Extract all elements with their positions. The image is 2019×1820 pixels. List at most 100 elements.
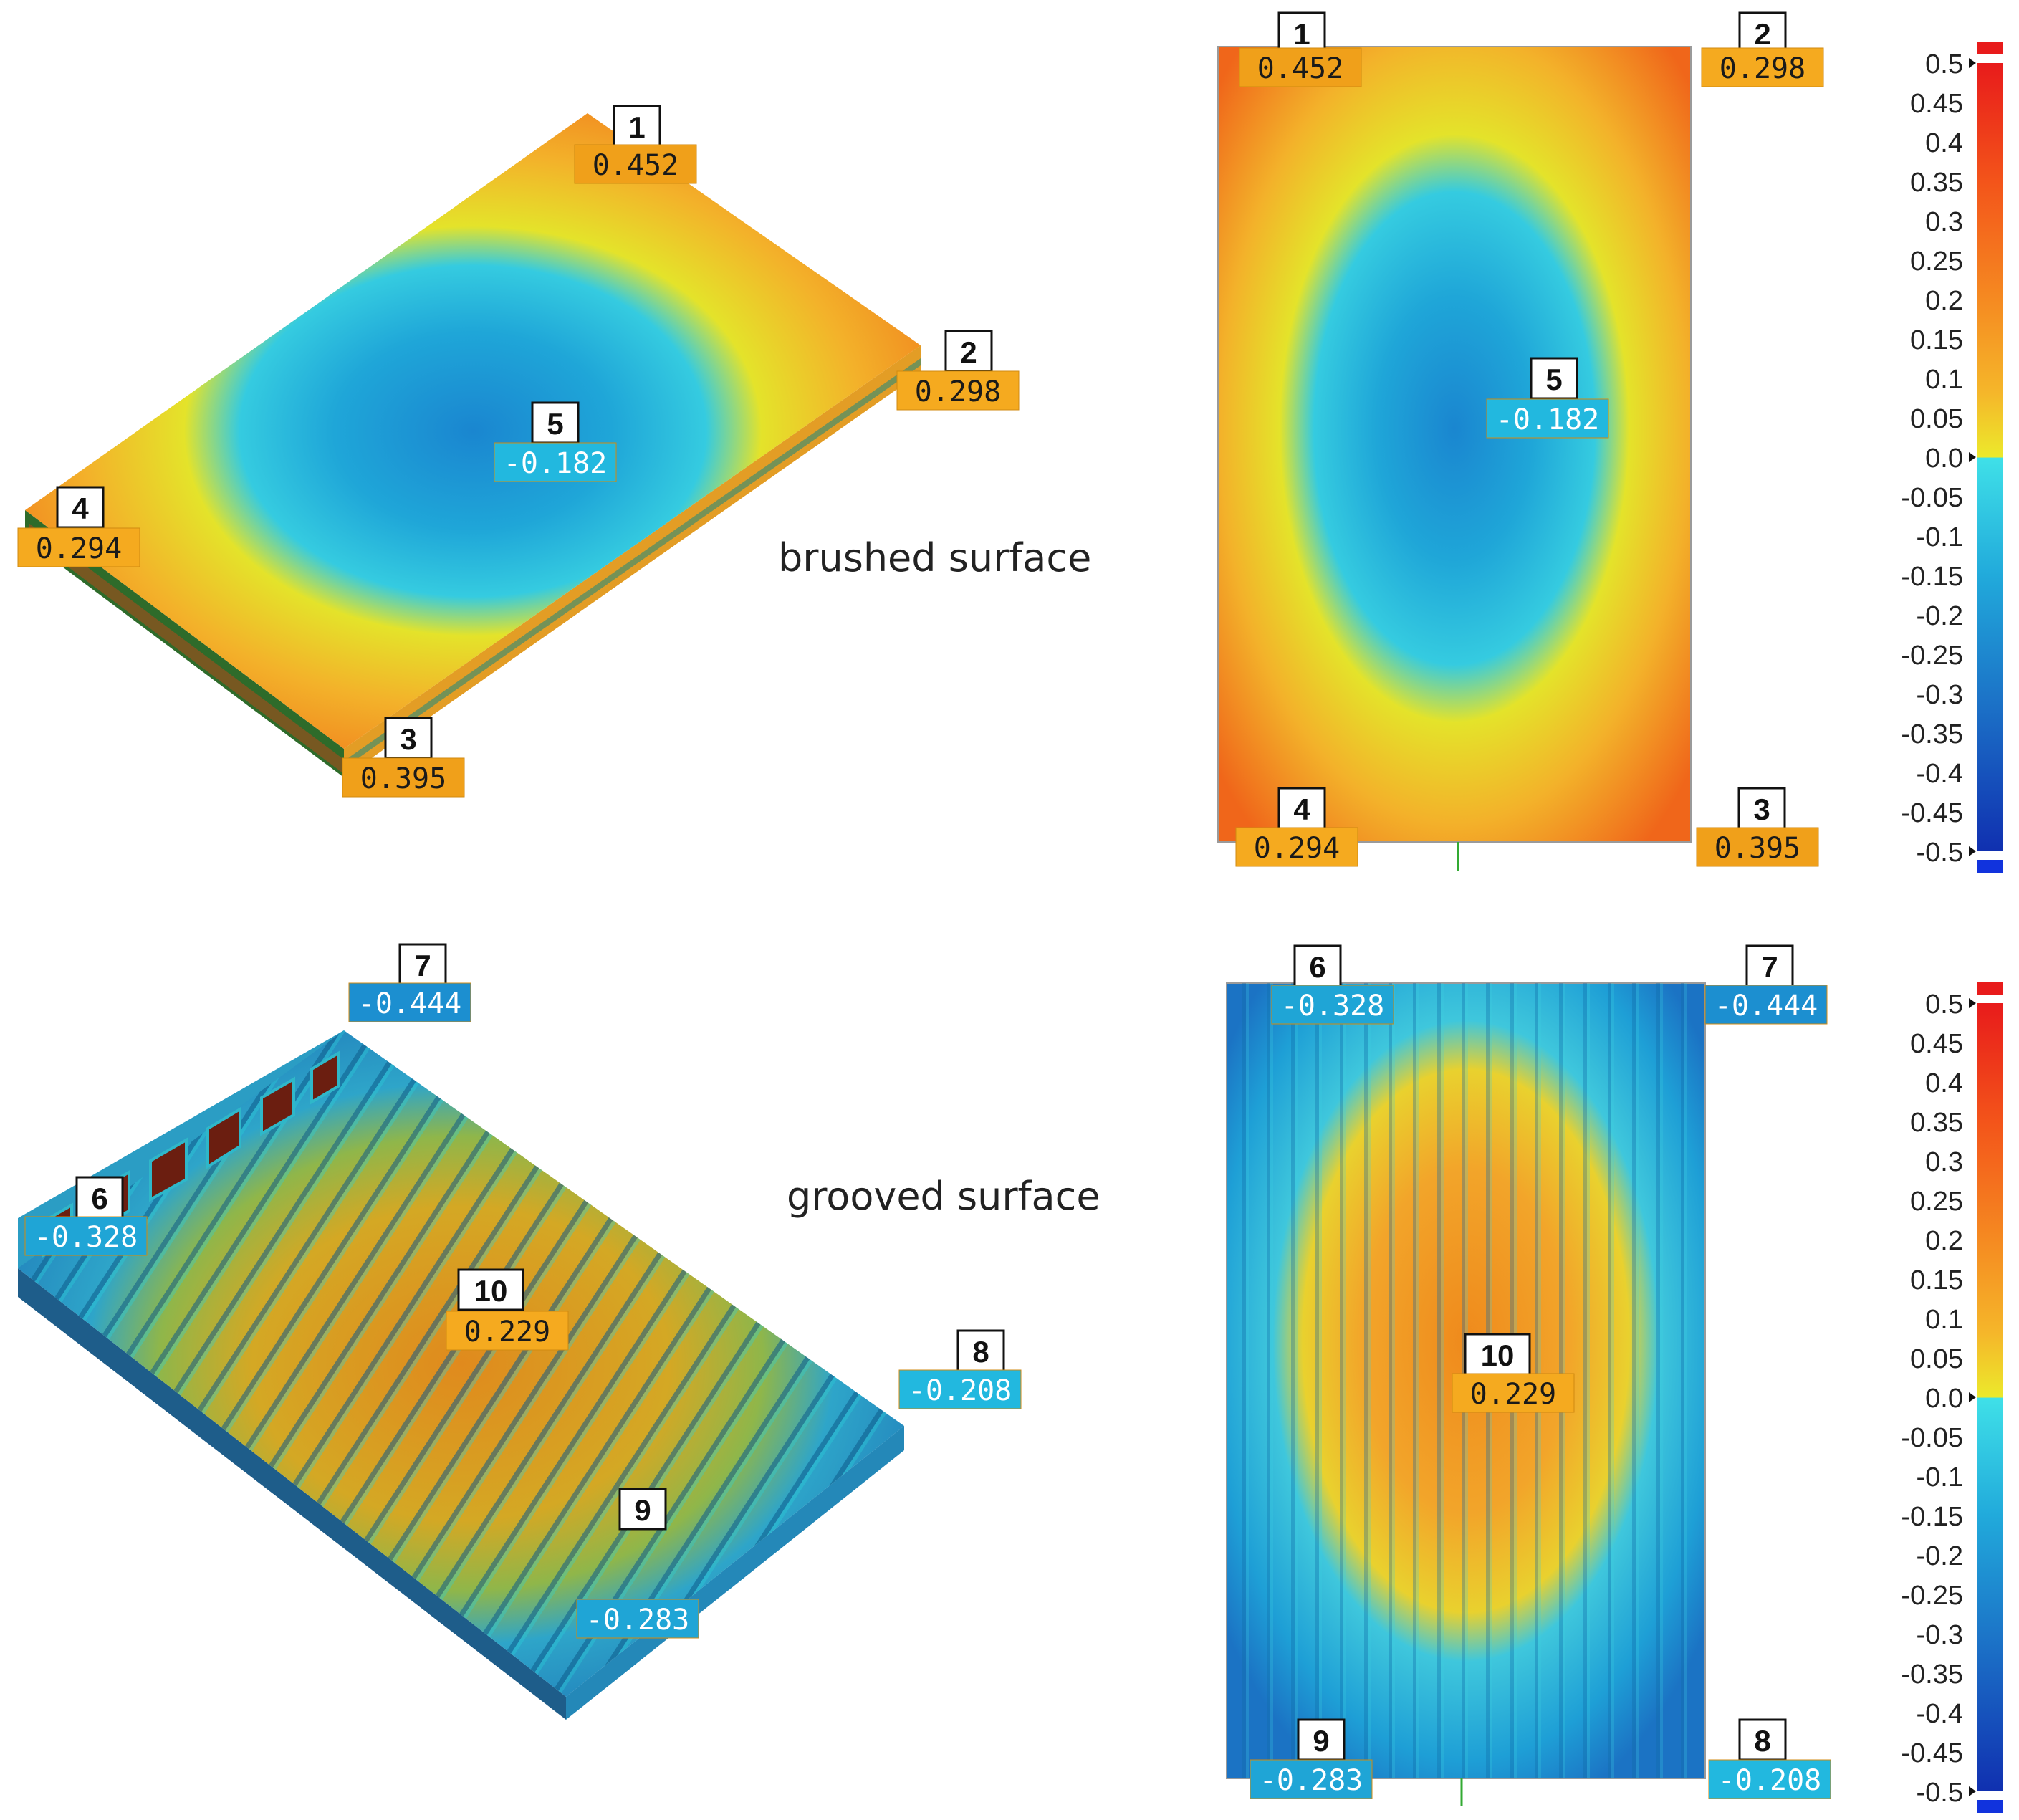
point-value-3-brushed-top: 0.395 (1696, 827, 1819, 867)
colorbar-tick-brushed: 0.15 (1910, 325, 1963, 355)
grooved-3d-view (18, 1030, 904, 1720)
colorbar-tick-grooved: 0.1 (1925, 1305, 1963, 1335)
point-number-2-brushed-3d: 2 (944, 330, 993, 373)
colorbar-brushed: 0.5 0.45 0.4 0.35 0.3 0.25 0.2 0.15 0.1 0.05 0.0 -0… (1901, 42, 2003, 873)
colorbar-tick-grooved: 0.15 (1910, 1265, 1963, 1295)
svg-text:-0.328: -0.328 (34, 1221, 138, 1254)
colorbar-tick-brushed: 0.0 (1925, 444, 1963, 474)
svg-text:0.452: 0.452 (593, 149, 678, 182)
svg-text:8: 8 (1754, 1724, 1770, 1758)
svg-text:0.452: 0.452 (1257, 52, 1343, 85)
colorbar-tick-grooved: -0.05 (1901, 1423, 1963, 1453)
point-number-6-grooved-3d: 6 (75, 1176, 124, 1219)
colorbar-tick-brushed: 0.25 (1910, 246, 1963, 277)
point-number-1-brushed-3d: 1 (613, 105, 661, 148)
brushed-top-surface (1217, 46, 1692, 843)
colorbar-tick-brushed: -0.25 (1901, 641, 1963, 671)
colorbar-tick-brushed: 0.4 (1925, 128, 1963, 158)
svg-text:-0.208: -0.208 (1718, 1764, 1822, 1797)
svg-text:7: 7 (1761, 950, 1778, 984)
colorbar-tick-brushed: -0.5 (1917, 838, 1963, 868)
point-value-5-brushed-3d: -0.182 (494, 442, 617, 482)
svg-text:0.298: 0.298 (1720, 52, 1805, 85)
svg-text:6: 6 (1309, 950, 1325, 984)
colorbar-tick-brushed: 0.2 (1925, 286, 1963, 316)
point-value-6-grooved-3d: -0.328 (24, 1216, 148, 1256)
svg-text:-0.444: -0.444 (1715, 990, 1818, 1022)
colorbar-tick-grooved: -0.1 (1917, 1462, 1963, 1493)
svg-text:0.294: 0.294 (1254, 832, 1340, 865)
caption-grooved: grooved surface (787, 1174, 1100, 1219)
point-number-8-grooved-top: 8 (1738, 1718, 1787, 1761)
colorbar-tick-grooved: 0.05 (1910, 1344, 1963, 1374)
colorbar-tick-brushed: 0.45 (1910, 89, 1963, 119)
point-value-4-brushed-top: 0.294 (1235, 827, 1358, 867)
brushed-3d-surface (25, 113, 921, 749)
svg-text:-0.182: -0.182 (504, 447, 608, 480)
point-value-3-brushed-3d: 0.395 (342, 757, 465, 798)
colorbar-tick-grooved: -0.2 (1917, 1541, 1963, 1571)
svg-text:4: 4 (72, 492, 89, 525)
colorbar-tick-brushed: 0.35 (1910, 168, 1963, 198)
point-number-9-grooved-3d: 9 (618, 1488, 667, 1531)
point-labels: 10.45220.29830.39540.2945-0.18210.45220.… (17, 11, 1831, 1799)
colorbar-tick-brushed: -0.35 (1901, 719, 1963, 749)
colorbar-grooved: 0.5 0.45 0.4 0.35 0.3 0.25 0.2 0.15 0.1 0.05 0.0 -0… (1901, 982, 2003, 1813)
colorbar-tick-brushed: 0.5 (1925, 49, 1963, 80)
point-number-8-grooved-3d: 8 (956, 1329, 1005, 1372)
point-number-1-brushed-top: 1 (1277, 11, 1326, 54)
point-number-5-brushed-3d: 5 (531, 401, 580, 444)
colorbar-tick-brushed: 0.05 (1910, 404, 1963, 434)
svg-text:10: 10 (1481, 1338, 1515, 1372)
svg-text:9: 9 (634, 1493, 651, 1527)
colorbar-tick-brushed: 0.3 (1925, 207, 1963, 237)
svg-text:-0.444: -0.444 (358, 987, 462, 1020)
svg-text:0.395: 0.395 (360, 762, 446, 795)
colorbar-tick-grooved: -0.45 (1901, 1738, 1963, 1768)
point-number-10-grooved-top: 10 (1464, 1333, 1531, 1376)
colorbar-tick-grooved: 0.5 (1925, 990, 1963, 1020)
svg-text:1: 1 (1293, 17, 1310, 51)
svg-text:0.294: 0.294 (36, 532, 122, 565)
svg-text:7: 7 (414, 949, 431, 982)
point-number-10-grooved-3d: 10 (457, 1268, 524, 1311)
point-value-7-grooved-3d: -0.444 (348, 982, 471, 1022)
point-number-9-grooved-top: 9 (1297, 1718, 1346, 1761)
svg-text:4: 4 (1293, 792, 1310, 826)
brushed-top-view (1217, 46, 1692, 871)
point-value-10-grooved-3d: 0.229 (446, 1311, 569, 1351)
color-scales: 0.5 0.45 0.4 0.35 0.3 0.25 0.2 0.15 0.1 0.05 0.0 -0… (1901, 42, 2003, 1813)
svg-text:2: 2 (960, 335, 977, 369)
point-value-2-brushed-top: 0.298 (1701, 47, 1824, 87)
point-value-6-grooved-top: -0.328 (1271, 985, 1394, 1025)
colorbar-tick-brushed: -0.1 (1917, 522, 1963, 552)
colorbar-tick-brushed: -0.15 (1901, 562, 1963, 592)
point-value-8-grooved-3d: -0.208 (898, 1369, 1022, 1409)
colorbar-tick-brushed: -0.3 (1917, 680, 1963, 710)
colorbar-tick-grooved: -0.5 (1917, 1778, 1963, 1808)
colorbar-tick-brushed: -0.4 (1917, 759, 1963, 789)
colorbar-tick-grooved: 0.3 (1925, 1147, 1963, 1177)
svg-text:-0.283: -0.283 (586, 1604, 690, 1637)
point-number-7-grooved-3d: 7 (398, 943, 447, 986)
point-number-3-brushed-top: 3 (1737, 787, 1786, 830)
point-value-5-brushed-top: -0.182 (1486, 398, 1609, 439)
svg-text:6: 6 (91, 1182, 107, 1215)
svg-text:5: 5 (1545, 363, 1562, 396)
point-value-9-grooved-top: -0.283 (1250, 1759, 1373, 1799)
colorbar-tick-grooved: 0.35 (1910, 1108, 1963, 1138)
point-value-8-grooved-top: -0.208 (1708, 1759, 1831, 1799)
colorbar-tick-grooved: -0.25 (1901, 1581, 1963, 1611)
colorbar-tick-grooved: 0.2 (1925, 1226, 1963, 1256)
point-number-4-brushed-top: 4 (1277, 787, 1326, 830)
svg-text:9: 9 (1313, 1724, 1329, 1758)
colorbar-tick-brushed: -0.45 (1901, 798, 1963, 828)
point-number-5-brushed-top: 5 (1530, 357, 1578, 400)
point-value-9-grooved-3d: -0.283 (576, 1599, 699, 1639)
brushed-3d-side-ribs (29, 523, 344, 774)
brushed-3d-side-stripe (344, 358, 921, 768)
point-number-4-brushed-3d: 4 (56, 486, 105, 529)
svg-text:0.229: 0.229 (1470, 1378, 1556, 1411)
svg-text:-0.182: -0.182 (1496, 403, 1600, 436)
